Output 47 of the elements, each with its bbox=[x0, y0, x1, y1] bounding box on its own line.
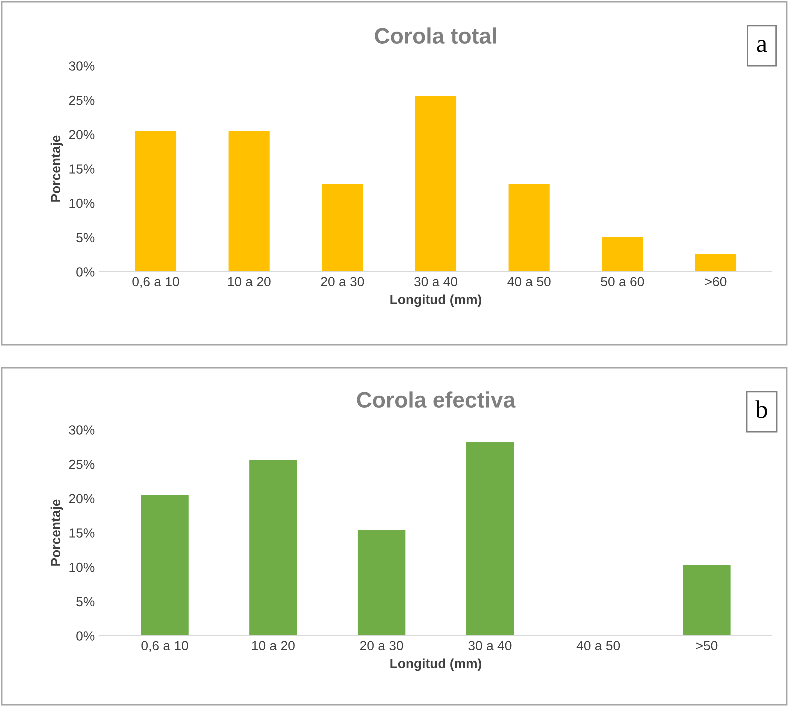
y-tick-label: 30% bbox=[69, 426, 95, 435]
y-tick-label: 5% bbox=[76, 233, 95, 243]
bar bbox=[228, 131, 270, 272]
bar bbox=[141, 495, 189, 636]
y-axis-title: Porcentaje bbox=[50, 136, 64, 202]
y-tick-label: 20% bbox=[69, 494, 95, 504]
x-tick-label: 30 a 40 bbox=[468, 641, 512, 651]
y-tick-label: 10% bbox=[70, 198, 95, 208]
y-tick-label: 0% bbox=[76, 632, 95, 641]
chart-title: Corola total bbox=[375, 28, 496, 44]
x-tick-label: 50 a 60 bbox=[601, 277, 644, 287]
y-tick-label: 15% bbox=[70, 528, 95, 538]
y-tick-label: 30% bbox=[69, 62, 95, 71]
x-tick-label: 20 a 30 bbox=[360, 641, 404, 651]
x-tick-label: >50 bbox=[696, 641, 718, 651]
bar bbox=[602, 236, 644, 272]
x-axis-title: Longitud (mm) bbox=[390, 658, 482, 672]
y-tick-label: 25% bbox=[69, 460, 95, 470]
x-tick-label: 0,6 a 10 bbox=[132, 277, 180, 288]
x-tick-label: 20 a 30 bbox=[321, 277, 364, 287]
x-tick-label: 10 a 20 bbox=[228, 277, 271, 287]
text: a bbox=[757, 40, 768, 52]
x-tick-label: 10 a 20 bbox=[252, 641, 295, 651]
bar bbox=[250, 460, 298, 636]
y-tick-label: 20% bbox=[69, 130, 95, 140]
x-tick-label: >60 bbox=[705, 277, 727, 287]
bar bbox=[683, 565, 731, 636]
bar bbox=[508, 184, 550, 272]
x-axis-title: Longitud (mm) bbox=[390, 294, 482, 308]
chart-title: Corola efectiva bbox=[357, 392, 516, 408]
x-tick-label: 0,6 a 10 bbox=[142, 641, 188, 652]
bar bbox=[695, 254, 737, 272]
bar bbox=[322, 184, 364, 272]
x-tick-label: 40 a 50 bbox=[508, 277, 551, 287]
y-axis-title: Porcentaje bbox=[50, 500, 64, 566]
y-tick-label: 25% bbox=[69, 96, 95, 106]
y-tick-label: 5% bbox=[76, 597, 95, 607]
y-tick-label: 0% bbox=[76, 268, 95, 277]
bar bbox=[466, 442, 514, 636]
text: b bbox=[756, 400, 768, 418]
bar bbox=[135, 131, 177, 272]
bar bbox=[415, 96, 457, 272]
y-tick-label: 15% bbox=[70, 164, 95, 174]
x-tick-label: 40 a 50 bbox=[576, 641, 620, 651]
y-tick-label: 10% bbox=[70, 562, 95, 572]
x-tick-label: 30 a 40 bbox=[414, 277, 458, 287]
bar bbox=[358, 530, 406, 636]
